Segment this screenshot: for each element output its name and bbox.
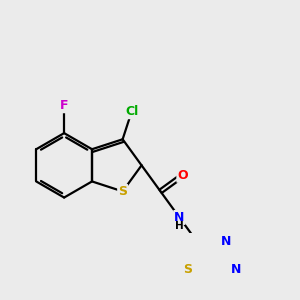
Text: N: N xyxy=(230,263,241,276)
Text: F: F xyxy=(60,99,68,112)
Text: N: N xyxy=(174,211,184,224)
Text: Cl: Cl xyxy=(125,105,138,118)
Text: H: H xyxy=(175,221,184,231)
Text: S: S xyxy=(118,185,127,198)
Text: O: O xyxy=(177,169,188,182)
Text: S: S xyxy=(183,263,192,276)
Text: N: N xyxy=(221,235,232,248)
